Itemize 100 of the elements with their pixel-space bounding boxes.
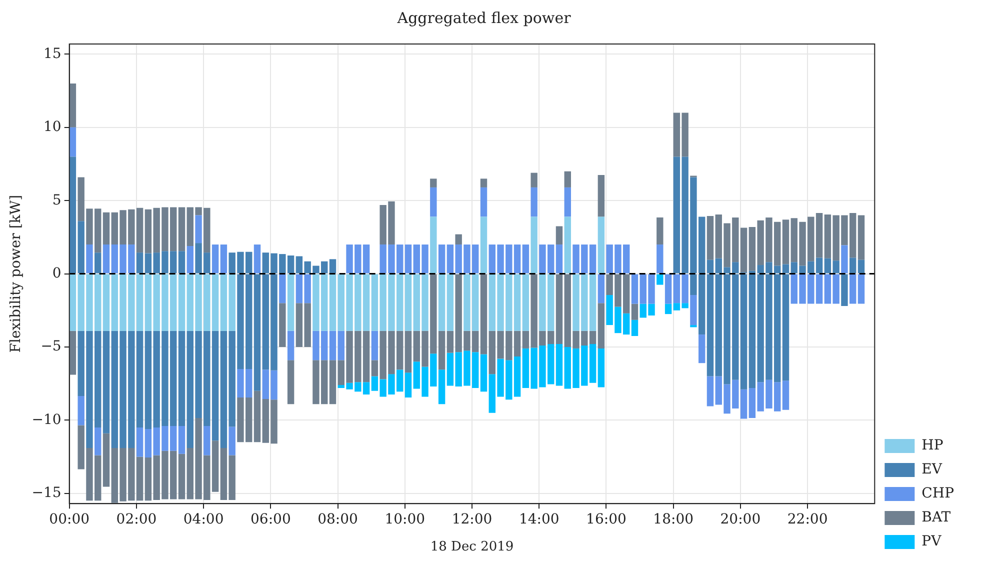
bar <box>782 220 790 264</box>
bar <box>631 320 638 336</box>
x-tick-label: 12:00 <box>452 512 492 528</box>
bar <box>706 376 714 406</box>
bar <box>371 330 378 360</box>
bar <box>564 171 571 188</box>
x-tick-label: 14:00 <box>518 512 560 528</box>
x-tick-label: 20:00 <box>720 512 761 528</box>
bar <box>430 216 437 274</box>
bar <box>329 259 336 274</box>
bar <box>254 390 261 442</box>
bar <box>530 216 538 274</box>
bar <box>858 274 865 304</box>
x-tick-label: 16:00 <box>586 512 626 528</box>
legend-label: BAT <box>922 510 952 526</box>
bar <box>430 187 437 217</box>
bar <box>598 303 605 348</box>
y-tick-label: 0 <box>52 265 62 282</box>
y-tick-label: −10 <box>32 412 62 428</box>
bar <box>556 244 563 274</box>
bar <box>102 330 110 434</box>
bar <box>656 274 664 285</box>
bar <box>556 226 563 245</box>
x-tick-label: 00:00 <box>49 512 90 528</box>
y-tick-label: 5 <box>52 192 62 208</box>
bar <box>522 274 530 331</box>
bar <box>102 433 110 487</box>
bar <box>858 260 865 274</box>
bar <box>480 178 488 188</box>
bar <box>178 251 186 274</box>
bar <box>430 178 437 188</box>
bar <box>556 274 563 344</box>
bar <box>102 244 110 274</box>
bar <box>136 427 144 457</box>
bar <box>522 244 530 274</box>
x-tick-label: 06:00 <box>250 512 291 528</box>
bar <box>228 426 236 456</box>
bar <box>564 187 571 217</box>
bar <box>94 427 102 456</box>
bar <box>329 330 336 360</box>
bar <box>86 244 93 274</box>
bar <box>178 426 186 454</box>
x-tick-label: 02:00 <box>116 512 157 528</box>
bar <box>656 217 664 245</box>
chart-title: Aggregated flex power <box>396 8 572 27</box>
bar <box>698 334 706 364</box>
bar <box>287 274 294 331</box>
x-tick-label: 08:00 <box>318 512 358 528</box>
bar <box>287 360 294 404</box>
bar <box>78 396 84 426</box>
legend-label: EV <box>922 462 943 478</box>
bar <box>564 216 571 274</box>
y-tick-label: 10 <box>44 119 62 136</box>
bar <box>178 207 186 252</box>
bar <box>664 304 672 314</box>
x-axis-title: 18 Dec 2019 <box>430 540 514 555</box>
bar <box>849 274 856 304</box>
bar <box>858 215 865 260</box>
y-tick-label: −5 <box>40 338 62 355</box>
bar <box>69 84 76 128</box>
bar <box>455 234 462 245</box>
bar <box>598 274 605 304</box>
bar <box>706 216 714 260</box>
bar <box>329 274 336 331</box>
bar <box>598 216 605 274</box>
bar <box>841 274 848 306</box>
bar <box>480 354 488 392</box>
bar <box>279 303 286 347</box>
legend-label: CHP <box>922 486 954 502</box>
bar <box>598 348 605 388</box>
bar <box>204 426 210 456</box>
bar <box>329 360 336 404</box>
bar <box>404 372 412 398</box>
bar <box>849 258 856 274</box>
bar <box>136 252 144 274</box>
bar <box>102 274 110 331</box>
bar <box>195 215 202 244</box>
bar <box>404 330 412 373</box>
bar <box>338 330 344 360</box>
bar <box>178 454 186 500</box>
bar <box>94 252 102 274</box>
x-tick-label: 10:00 <box>384 512 426 528</box>
bar <box>287 330 294 360</box>
bar <box>404 244 412 274</box>
bar <box>178 274 186 331</box>
legend-label: HP <box>922 438 944 454</box>
bar <box>220 244 228 274</box>
bar <box>279 274 286 304</box>
bar <box>530 172 538 188</box>
bar <box>404 274 412 331</box>
x-tick-label: 04:00 <box>183 512 224 528</box>
bar <box>656 244 664 274</box>
bar <box>480 216 488 274</box>
bar <box>69 330 76 375</box>
bar <box>480 187 488 217</box>
bar <box>212 244 219 274</box>
bar <box>664 274 672 304</box>
x-tick-label: 22:00 <box>787 512 828 528</box>
bar <box>841 245 848 274</box>
bar <box>254 244 261 274</box>
